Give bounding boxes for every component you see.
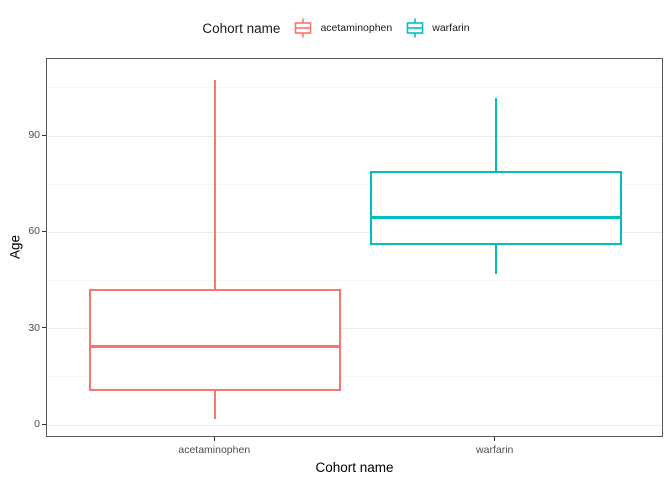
boxplot-upper-whisker xyxy=(214,79,217,289)
legend-item-label: acetaminophen xyxy=(320,22,393,34)
boxplot-upper-whisker xyxy=(494,97,497,172)
y-tick-mark xyxy=(42,327,46,329)
y-tick-label: 90 xyxy=(28,129,40,142)
x-tick-label: acetaminophen xyxy=(178,444,251,456)
gridline-minor xyxy=(47,280,662,282)
y-tick-label: 0 xyxy=(34,418,40,431)
y-tick-label: 60 xyxy=(28,225,40,238)
legend-title: Cohort name xyxy=(202,20,281,36)
x-tick-mark xyxy=(213,437,215,441)
boxplot-median-line xyxy=(89,344,342,348)
x-axis-title: Cohort name xyxy=(315,460,394,475)
x-tick-label: warfarin xyxy=(476,444,514,456)
legend-item-label: warfarin xyxy=(432,22,470,34)
gridline-major xyxy=(47,328,662,330)
gridline-minor xyxy=(47,376,662,378)
boxplot-lower-whisker xyxy=(214,391,217,419)
legend-item-acetaminophen: acetaminophen xyxy=(293,17,392,39)
gridline-minor xyxy=(47,87,662,89)
x-tick-mark xyxy=(494,437,496,441)
y-tick-mark xyxy=(42,134,46,136)
y-tick-label: 30 xyxy=(28,321,40,334)
boxplot-key-icon xyxy=(295,18,312,38)
gridline-major xyxy=(47,231,662,233)
legend: Cohort name acetaminophen warfarin xyxy=(0,16,672,40)
boxplot-box xyxy=(369,171,622,246)
y-tick-mark xyxy=(42,230,46,232)
y-tick-mark xyxy=(42,423,46,425)
gridline-major xyxy=(47,424,662,426)
boxplot-box xyxy=(89,288,342,392)
legend-item-warfarin: warfarin xyxy=(405,17,470,39)
boxplot-lower-whisker xyxy=(494,245,497,275)
boxplot-key-icon xyxy=(406,18,424,38)
y-axis-title: Age xyxy=(7,234,23,260)
plot-panel xyxy=(46,58,663,437)
gridline-major xyxy=(47,135,662,137)
boxplot-median-line xyxy=(369,216,622,220)
gridline-minor xyxy=(47,183,662,185)
